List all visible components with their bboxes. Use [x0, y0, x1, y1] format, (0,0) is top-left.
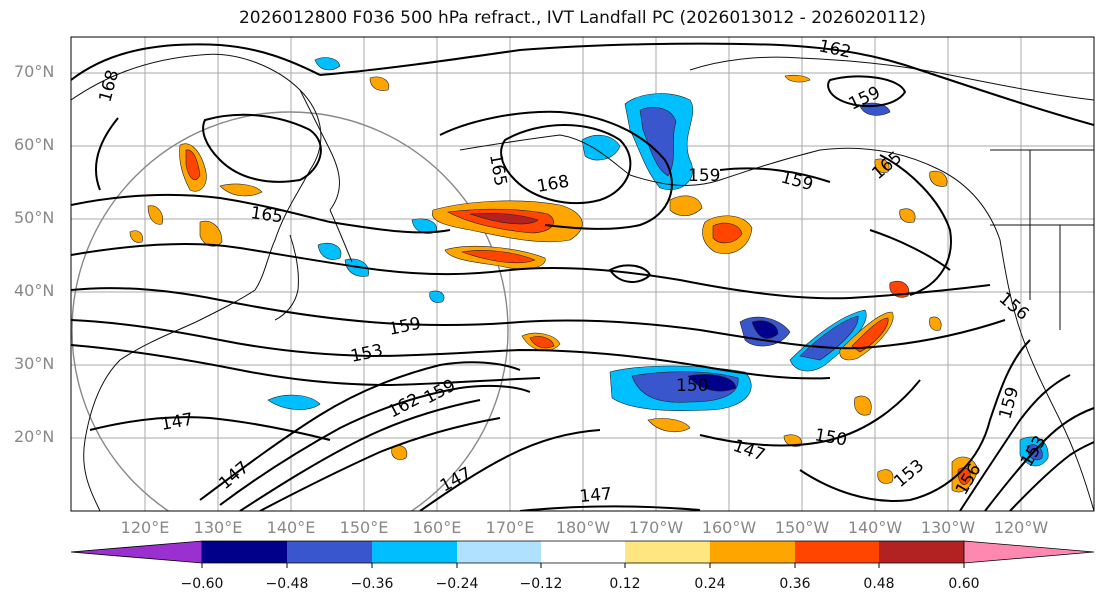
- map-frame: [70, 36, 1095, 512]
- contour-label: 150: [676, 376, 708, 396]
- colorbar-swatch: [879, 541, 964, 563]
- colorbar-tick-label: −0.12: [519, 576, 563, 592]
- lon-label: 140°E: [266, 518, 316, 537]
- colorbar-swatch: [70, 540, 203, 564]
- colorbar-swatch: [795, 541, 879, 563]
- height-contours: [71, 42, 1094, 511]
- colorbar-swatch: [372, 541, 457, 563]
- colorbar-swatch: [625, 541, 710, 563]
- colorbar-tick-label: −0.48: [265, 576, 309, 592]
- colorbar-swatch: [457, 541, 541, 563]
- lon-label: 150°W: [774, 518, 830, 537]
- colorbar-tick-label: 0.24: [694, 576, 726, 592]
- colorbar: [70, 540, 1095, 568]
- lat-label: 50°N: [14, 208, 55, 227]
- coastlines: [71, 53, 1094, 511]
- map-title: 2026012800 F036 500 hPa refract., IVT La…: [238, 8, 926, 28]
- lon-label: 160°E: [412, 518, 462, 537]
- range-circle: [71, 111, 509, 511]
- colorbar-swatch: [541, 541, 625, 563]
- colorbar-swatch: [202, 541, 287, 563]
- contour-label: 159: [688, 166, 720, 186]
- colorbar-swatch: [710, 541, 795, 563]
- lat-label: 70°N: [14, 62, 55, 81]
- lon-label: 170°W: [628, 518, 684, 537]
- lon-label: 170°E: [485, 518, 535, 537]
- lon-label: 160°W: [701, 518, 757, 537]
- colorbar-tick-label: 0.36: [779, 576, 811, 592]
- colorbar-tick-label: 0.12: [609, 576, 641, 592]
- colorbar-swatch: [287, 541, 372, 563]
- anomaly-fill-patches: [129, 57, 1049, 493]
- lon-label: 130°W: [920, 518, 976, 537]
- contour-label: 147: [579, 484, 613, 507]
- colorbar-tick-label: 0.60: [948, 576, 980, 592]
- lon-label: 150°E: [339, 518, 389, 537]
- lon-label: 140°W: [847, 518, 903, 537]
- colorbar-swatch: [963, 540, 1095, 564]
- lat-label: 20°N: [14, 427, 55, 446]
- colorbar-tick-label: −0.36: [350, 576, 394, 592]
- lat-label: 30°N: [14, 354, 55, 373]
- lat-label: 60°N: [14, 135, 55, 154]
- colorbar-tick-label: 0.48: [863, 576, 895, 592]
- colorbar-tick-label: −0.24: [435, 576, 479, 592]
- lon-label: 130°E: [193, 518, 243, 537]
- contour-label: 165: [249, 203, 284, 227]
- lon-label: 180°W: [555, 518, 611, 537]
- lon-label: 120°W: [993, 518, 1049, 537]
- lon-label: 120°E: [120, 518, 170, 537]
- lat-label: 40°N: [14, 281, 55, 300]
- colorbar-tick-label: −0.60: [180, 576, 224, 592]
